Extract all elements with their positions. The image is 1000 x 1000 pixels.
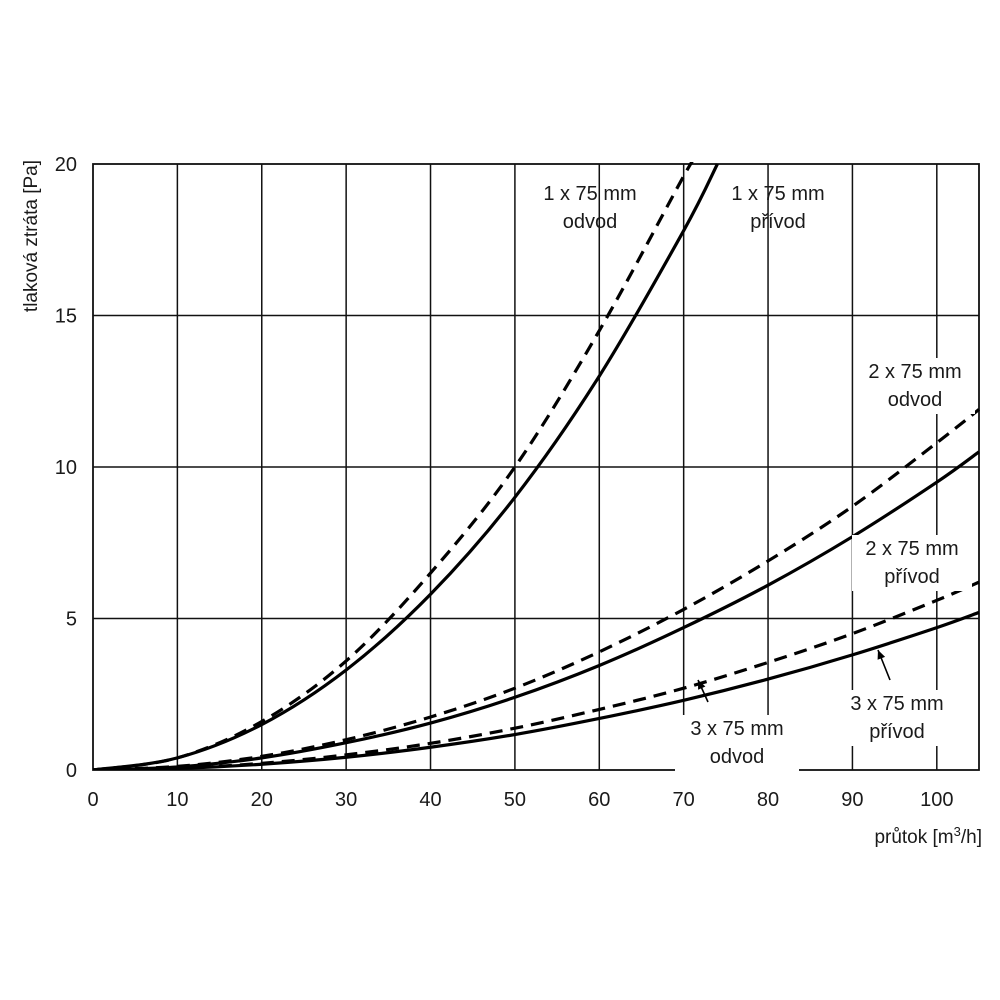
pointer-3x75-odvod [697,679,709,703]
x-tick-label: 70 [673,789,695,811]
y-tick-label: 15 [55,306,77,328]
x-tick-label: 20 [251,789,273,811]
x-tick-label: 40 [419,789,441,811]
series-line-2 [93,163,719,770]
series-label-bg [835,690,959,746]
series-label-line: přívod [869,721,925,743]
series-line-1 [93,162,695,770]
series-label-4: 2 x 75 mm přívod [852,535,972,591]
series-label-6: 3 x 75 mm přívod [835,690,959,746]
series-label-bg [675,715,799,771]
series-label-3: 2 x 75 mm odvod [855,358,975,414]
tick-labels: 0 10 20 30 40 50 60 70 80 90 100 0 5 10 15 20 [55,154,954,811]
y-tick-label: 10 [55,457,77,479]
x-tick-label: 0 [87,789,98,811]
series-label-line: 1 x 75 mm [731,183,824,205]
x-tick-label: 10 [166,789,188,811]
series-label-line: přívod [750,211,806,233]
series-label-line: 2 x 75 mm [865,538,958,560]
y-tick-label: 0 [66,760,77,782]
grid [92,163,980,771]
series-label-5: 3 x 75 mm odvod [675,715,799,771]
series-labels: 1 x 75 mm odvod 1 x 75 mm přívod 2 x 75 mm od… [543,183,975,771]
x-tick-label: 50 [504,789,526,811]
series-label-line: odvod [563,211,618,233]
series-label-bg [855,358,975,414]
y-tick-label: 5 [66,609,77,631]
y-axis-label: tlaková ztráta [Pa] [21,160,42,312]
plot-frame [92,163,980,771]
series-line-6 [93,610,980,770]
series-label-line: 1 x 75 mm [543,183,636,205]
pointer-3x75-privod [877,649,891,681]
series-label-line: 3 x 75 mm [690,718,783,740]
series-label-2: 1 x 75 mm přívod [731,183,824,233]
x-tick-label: 80 [757,789,779,811]
series-label-bg [852,535,972,591]
series-label-1: 1 x 75 mm odvod [543,183,636,233]
x-tick-label: 90 [841,789,863,811]
x-tick-label: 100 [920,789,953,811]
x-tick-label: 60 [588,789,610,811]
series-label-line: 2 x 75 mm [868,361,961,383]
series-label-line: 3 x 75 mm [850,693,943,715]
series-label-line: přívod [884,566,940,588]
x-tick-label: 30 [335,789,357,811]
series-lines [93,162,980,770]
series-label-line: odvod [888,389,943,411]
x-axis-label: průtok [m3/h] [874,824,982,848]
series-label-line: odvod [710,746,765,768]
y-tick-label: 20 [55,154,77,176]
